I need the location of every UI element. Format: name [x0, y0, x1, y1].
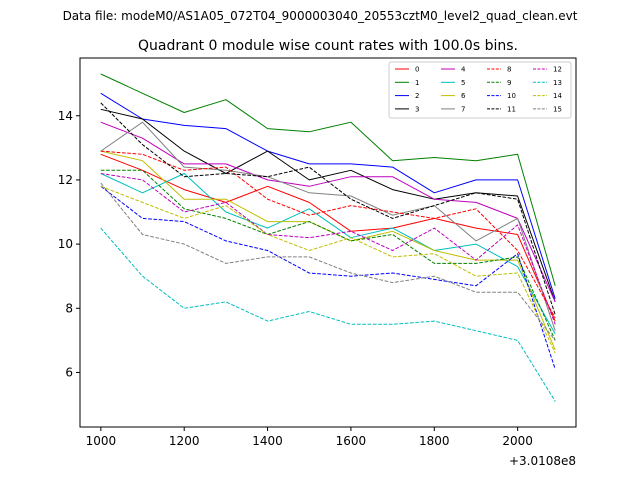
legend-label-15: 15 [553, 105, 562, 113]
x-offset-label: +3.0108e8 [509, 454, 576, 468]
legend-label-9: 9 [507, 79, 511, 87]
y-tick-label: 8 [65, 301, 73, 315]
legend-label-8: 8 [507, 66, 511, 74]
series-line-9 [100, 169, 556, 341]
x-tick-label: 1400 [252, 434, 283, 448]
x-tick-label: 1600 [336, 434, 367, 448]
series-line-12 [100, 173, 556, 325]
axes-layer: 1000 1200 1400 1600 1800 200068101214+3.0108e… [58, 57, 577, 468]
figure-suptitle: Data file: modeM0/AS1A05_072T04_90000030… [63, 9, 578, 23]
legend-label-13: 13 [553, 79, 562, 87]
series-line-1 [100, 73, 556, 286]
series-line-14 [100, 185, 556, 354]
legend-label-10: 10 [507, 92, 516, 100]
series-layer [100, 73, 556, 402]
series-line-2 [100, 92, 556, 299]
series-line-13 [100, 227, 556, 402]
series-line-0 [100, 153, 556, 322]
y-tick-label: 14 [58, 109, 73, 123]
legend-label-3: 3 [415, 105, 419, 113]
legend-label-5: 5 [461, 79, 465, 87]
y-tick-label: 6 [65, 365, 73, 379]
legend-box [388, 61, 572, 119]
series-line-15 [100, 182, 556, 341]
series-line-11 [100, 102, 556, 315]
y-tick-label: 10 [58, 237, 73, 251]
legend-label-12: 12 [553, 66, 562, 74]
x-tick-label: 1000 [86, 434, 117, 448]
legend-label-0: 0 [415, 66, 419, 74]
series-line-5 [100, 173, 556, 335]
axes-frame [79, 57, 577, 428]
y-tick-label: 12 [58, 173, 73, 187]
series-line-3 [100, 108, 556, 303]
legend-label-11: 11 [507, 105, 516, 113]
x-tick-label: 1800 [419, 434, 450, 448]
series-line-8 [100, 150, 556, 319]
chart-title: Quadrant 0 module wise count rates with … [138, 38, 518, 54]
x-tick-label: 2000 [502, 434, 533, 448]
x-tick-label: 1200 [169, 434, 200, 448]
legend-label-1: 1 [415, 79, 419, 87]
legend-label-7: 7 [461, 105, 465, 113]
series-line-7 [100, 121, 556, 331]
series-line-10 [100, 185, 556, 370]
legend-label-6: 6 [461, 92, 466, 100]
legend-label-4: 4 [461, 66, 466, 74]
legend-label-2: 2 [415, 92, 419, 100]
legend-label-14: 14 [553, 92, 562, 100]
